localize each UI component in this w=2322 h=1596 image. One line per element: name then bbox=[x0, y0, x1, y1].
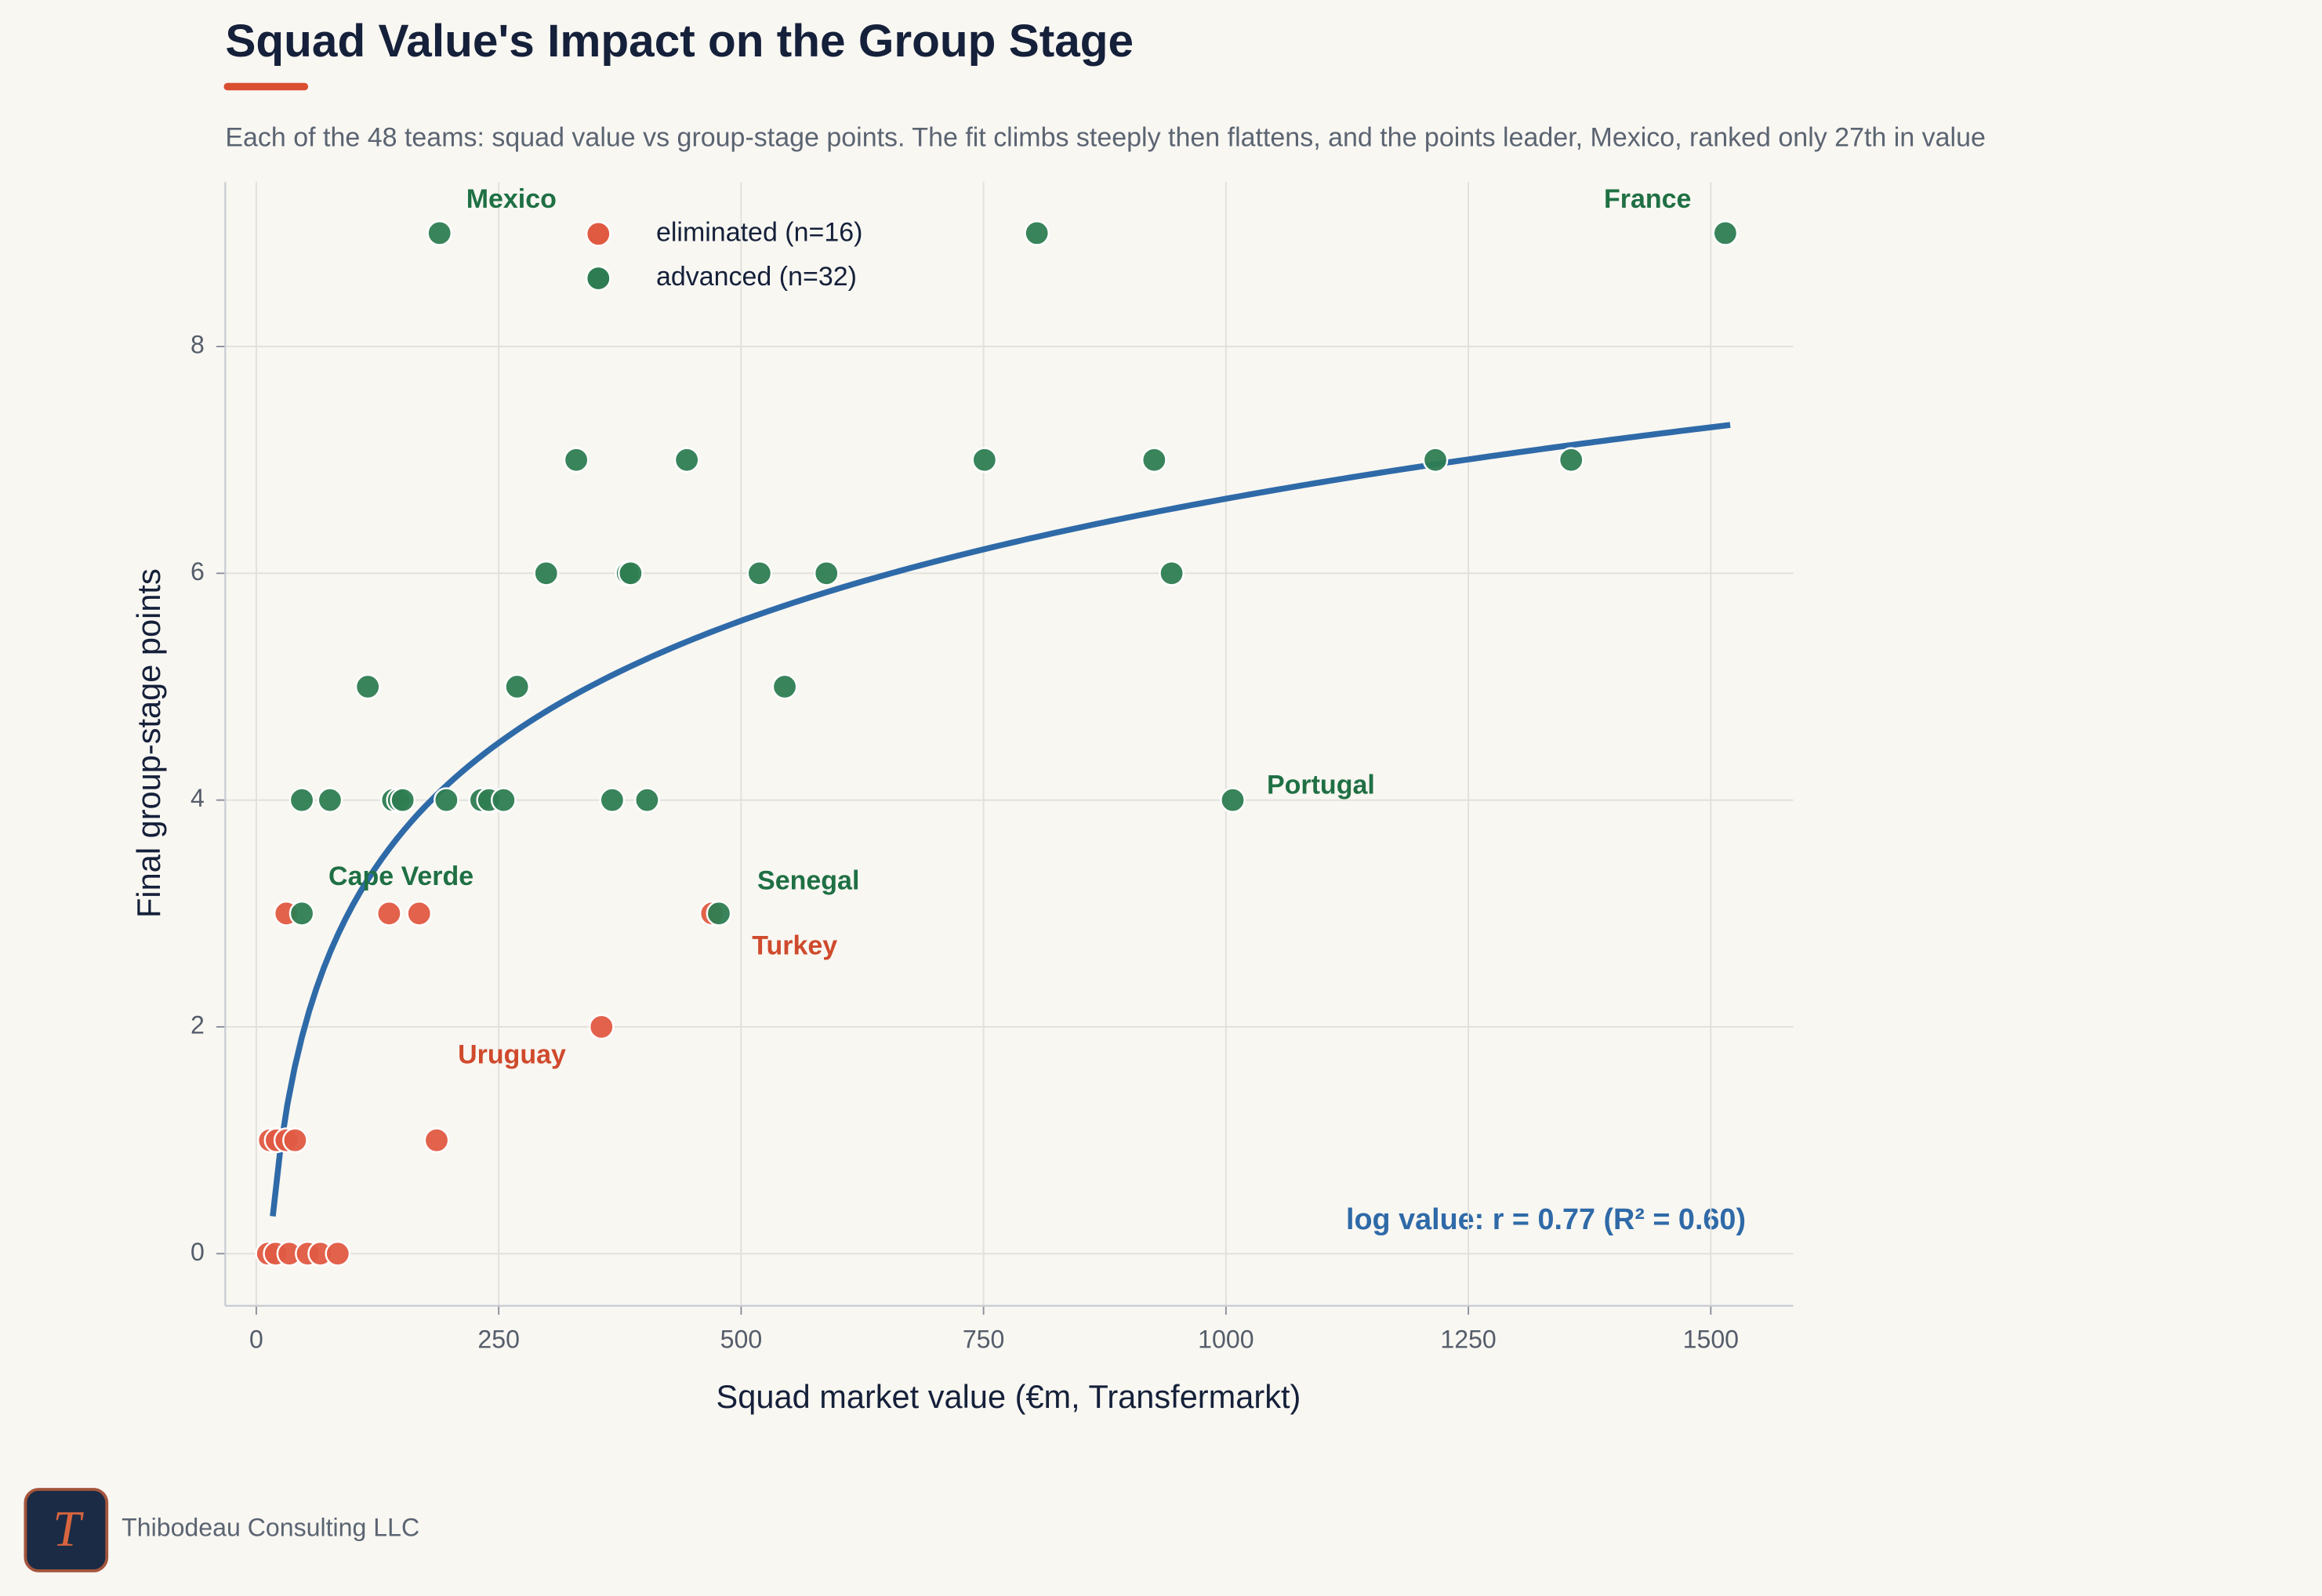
point bbox=[618, 560, 644, 586]
point bbox=[634, 787, 660, 814]
point bbox=[491, 787, 517, 814]
x-axis-label: Squad market value (€m, Transfermarkt) bbox=[717, 1378, 1301, 1415]
point-label: Turkey bbox=[752, 931, 837, 961]
point bbox=[563, 447, 590, 473]
point bbox=[588, 1014, 615, 1040]
logo-letter: T bbox=[53, 1500, 84, 1556]
point bbox=[288, 787, 315, 814]
point bbox=[288, 900, 315, 927]
legend-label: advanced (n=32) bbox=[656, 262, 857, 292]
point-label: Uruguay bbox=[458, 1040, 566, 1070]
point-label: France bbox=[1604, 184, 1691, 214]
point bbox=[406, 900, 433, 927]
point bbox=[1024, 220, 1050, 246]
legend-marker bbox=[585, 265, 611, 292]
y-axis-label: Final group-stage points bbox=[130, 568, 167, 918]
point bbox=[706, 900, 732, 927]
fit-label: log value: r = 0.77 (R² = 0.60) bbox=[1346, 1203, 1746, 1236]
y-tick-label: 6 bbox=[190, 557, 205, 586]
point bbox=[771, 673, 798, 700]
point-label: Cape Verde bbox=[328, 861, 473, 891]
point-label: Senegal bbox=[757, 866, 859, 896]
x-tick-label: 500 bbox=[720, 1326, 763, 1354]
point bbox=[1220, 787, 1246, 814]
logo bbox=[24, 1488, 109, 1572]
chart-subtitle: Each of the 48 teams: squad value vs gro… bbox=[225, 123, 1986, 153]
point bbox=[533, 560, 560, 586]
point bbox=[325, 1240, 351, 1267]
x-tick-label: 750 bbox=[963, 1326, 1005, 1354]
point bbox=[1558, 447, 1584, 473]
legend-label: eliminated (n=16) bbox=[656, 217, 863, 247]
point bbox=[971, 447, 998, 473]
point bbox=[1712, 220, 1739, 246]
point bbox=[426, 220, 453, 246]
y-tick-label: 4 bbox=[190, 784, 205, 812]
point-label: Portugal bbox=[1267, 771, 1375, 800]
x-tick-label: 250 bbox=[477, 1326, 520, 1354]
point-label: Mexico bbox=[466, 184, 557, 214]
point bbox=[1422, 447, 1449, 473]
x-tick-label: 1000 bbox=[1198, 1326, 1254, 1354]
legend-marker bbox=[585, 221, 611, 247]
point bbox=[746, 560, 773, 586]
y-tick-label: 2 bbox=[190, 1010, 205, 1039]
chart-title: Squad Value's Impact on the Group Stage bbox=[225, 16, 1134, 67]
point bbox=[504, 673, 531, 700]
point bbox=[434, 787, 459, 814]
x-tick-label: 1250 bbox=[1440, 1326, 1496, 1354]
y-tick-label: 0 bbox=[190, 1238, 205, 1266]
point bbox=[1159, 560, 1185, 586]
footer-text: Thibodeau Consulting LLC bbox=[122, 1513, 419, 1541]
point bbox=[599, 787, 626, 814]
point bbox=[282, 1127, 308, 1153]
y-tick-label: 8 bbox=[190, 331, 205, 359]
point bbox=[673, 447, 700, 473]
point bbox=[390, 787, 416, 814]
point bbox=[376, 900, 402, 927]
point bbox=[1141, 447, 1167, 473]
x-tick-label: 1500 bbox=[1683, 1326, 1739, 1354]
title-underline bbox=[223, 82, 309, 91]
point bbox=[354, 673, 381, 700]
point bbox=[813, 560, 840, 586]
point bbox=[423, 1127, 450, 1153]
point bbox=[317, 787, 343, 814]
x-tick-label: 0 bbox=[249, 1326, 263, 1354]
fit-curve bbox=[270, 422, 1731, 1217]
